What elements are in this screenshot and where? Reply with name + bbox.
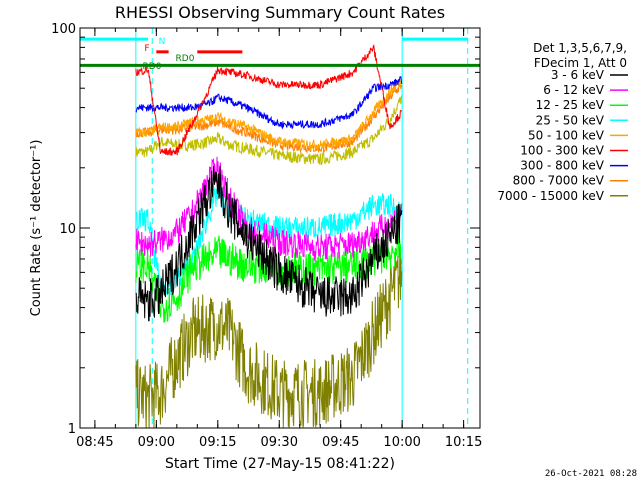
- y-tick-label: 10: [59, 222, 76, 237]
- plot-content: [135, 28, 469, 428]
- flag-label: F: [144, 44, 149, 54]
- x-tick-label: 09:45: [322, 435, 359, 450]
- legend: Det 1,3,5,6,7,9,FDecim 1, Att 03 - 6 keV…: [497, 41, 628, 203]
- x-tick-label: 09:30: [261, 435, 298, 450]
- y-tick-label: 1: [68, 422, 76, 437]
- y-axis-label: Count Rate (s⁻¹ detector⁻¹): [29, 140, 44, 317]
- legend-entry-label: 800 - 7000 keV: [513, 174, 605, 188]
- legend-title-line: FDecim 1, Att 0: [534, 56, 627, 70]
- legend-entry-label: 3 - 6 keV: [551, 68, 605, 82]
- chart-title: RHESSI Observing Summary Count Rates: [115, 3, 445, 22]
- series-line-3-6-kev: [135, 165, 403, 322]
- x-tick-label: 08:45: [76, 435, 113, 450]
- flag-label: N: [159, 37, 166, 47]
- legend-entry-label: 6 - 12 keV: [543, 83, 605, 97]
- flag-label: RD0: [143, 62, 162, 72]
- x-tick-label: 09:00: [138, 435, 175, 450]
- series-line-6-12-kev: [135, 156, 403, 261]
- legend-entry-label: 100 - 300 keV: [520, 144, 604, 158]
- legend-title-line: Det 1,3,5,6,7,9,: [533, 41, 627, 55]
- legend-entry-label: 7000 - 15000 keV: [497, 189, 604, 203]
- x-tick-label: 10:00: [383, 435, 420, 450]
- x-tick-label: 09:15: [199, 435, 236, 450]
- legend-entry-label: 25 - 50 keV: [536, 113, 605, 127]
- legend-entry-label: 300 - 800 keV: [520, 159, 604, 173]
- series-line-300-800-kev: [135, 75, 403, 130]
- series-line-7000-15000-kev: [135, 246, 403, 428]
- y-tick-label: 100: [51, 22, 76, 37]
- x-tick-label: 10:15: [445, 435, 482, 450]
- footer-timestamp: 26-Oct-2021 08:28: [545, 469, 637, 479]
- flag-label: RD0: [176, 54, 195, 64]
- axes: 08:45 09:00 09:15 09:30 09:45 10:00 10:15 1 10 10…: [51, 22, 482, 450]
- legend-entry-label: 12 - 25 keV: [536, 98, 605, 112]
- series-line-50-100-kev: [135, 78, 403, 151]
- legend-entry-label: 50 - 100 keV: [528, 128, 605, 142]
- x-axis-label: Start Time (27-May-15 08:41:22): [165, 456, 395, 472]
- plot-area: NF RD0 RD0: [80, 28, 480, 428]
